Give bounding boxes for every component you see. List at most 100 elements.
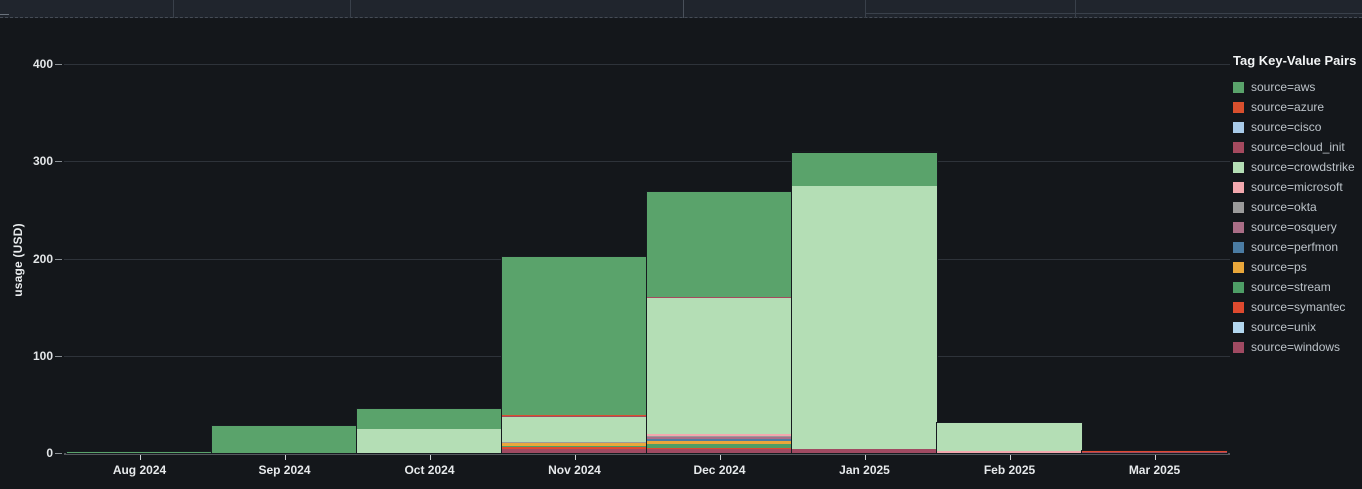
legend-label: source=osquery (1251, 220, 1337, 234)
bar-segment-aws[interactable] (792, 152, 937, 186)
bar-segment-windows[interactable] (792, 449, 937, 453)
legend-label: source=windows (1251, 340, 1341, 354)
legend-item-microsoft[interactable]: source=microsoft (1233, 177, 1361, 197)
bar-segment-cloud_init[interactable] (502, 415, 647, 417)
y-tick-mark (55, 258, 62, 260)
cropped-header-strip (0, 0, 1362, 18)
bar-segment-crowdstrike[interactable] (647, 298, 792, 434)
chart-legend: Tag Key-Value Pairs source=aws source=azu… (1233, 53, 1361, 357)
y-tick-mark (55, 355, 62, 357)
y-tick-label: 300 (32, 154, 53, 169)
bar-segment-azure[interactable] (502, 415, 647, 416)
bar-segment-symantec[interactable] (502, 447, 647, 450)
bar-segment-microsoft[interactable] (647, 433, 792, 436)
legend-item-stream[interactable]: source=stream (1233, 277, 1361, 297)
legend-swatch-icon (1233, 141, 1244, 153)
bar-segment-perfmon[interactable] (647, 439, 792, 442)
header-line (865, 13, 1362, 14)
bar-segment-aws[interactable] (502, 256, 647, 416)
legend-item-cisco[interactable]: source=cisco (1233, 117, 1361, 137)
legend-label: source=crowdstrike (1251, 160, 1355, 174)
bar-segment-crowdstrike[interactable] (937, 422, 1082, 452)
legend-swatch-icon (1233, 321, 1244, 333)
bar-segment-aws[interactable] (647, 192, 792, 297)
bar-segment-windows[interactable] (1082, 452, 1227, 453)
legend-swatch-icon (1233, 121, 1244, 133)
legend-title: Tag Key-Value Pairs (1233, 53, 1357, 68)
legend-item-unix[interactable]: source=unix (1233, 317, 1361, 337)
legend-label: source=ps (1251, 260, 1307, 274)
x-tick-mark (864, 455, 866, 460)
bar-segment-ps[interactable] (647, 441, 792, 445)
legend-swatch-icon (1233, 101, 1244, 113)
header-separator (173, 0, 174, 18)
bar-segment-aws[interactable] (212, 425, 357, 453)
bar-segment-osquery[interactable] (647, 437, 792, 440)
legend-item-perfmon[interactable]: source=perfmon (1233, 237, 1361, 257)
legend-label: source=azure (1251, 100, 1325, 114)
bar-segment-cloud_init[interactable] (647, 297, 792, 299)
legend-swatch-icon (1233, 241, 1244, 253)
bar-segment-aws[interactable] (357, 409, 502, 429)
y-gridline (64, 161, 1230, 163)
x-tick-label: Dec 2024 (693, 463, 746, 477)
legend-item-crowdstrike[interactable]: source=crowdstrike (1233, 157, 1361, 177)
stacked-bar-aug-2024[interactable] (67, 452, 212, 453)
bar-segment-okta[interactable] (647, 435, 792, 438)
x-tick-label: Feb 2025 (983, 463, 1036, 477)
x-tick-label: Jan 2025 (839, 463, 890, 477)
bar-segment-windows[interactable] (647, 449, 792, 453)
stacked-bar-feb-2025[interactable] (937, 422, 1082, 453)
legend-label: source=stream (1251, 280, 1331, 294)
stacked-bar-oct-2024[interactable] (357, 409, 502, 453)
bar-segment-windows[interactable] (502, 449, 647, 453)
bar-segment-ps[interactable] (502, 443, 647, 447)
legend-item-windows[interactable]: source=windows (1233, 337, 1361, 357)
y-tick-mark (55, 161, 62, 163)
bar-segment-microsoft[interactable] (937, 451, 1082, 453)
bar-segment-crowdstrike[interactable] (357, 428, 502, 453)
legend-swatch-icon (1233, 81, 1244, 93)
legend-label: source=aws (1251, 80, 1316, 94)
legend-item-osquery[interactable]: source=osquery (1233, 217, 1361, 237)
y-tick-mark (55, 453, 62, 454)
stacked-bar-sep-2024[interactable] (212, 425, 357, 453)
legend-swatch-icon (1233, 341, 1244, 353)
y-tick-mark (55, 64, 62, 65)
x-tick-mark (429, 455, 431, 460)
header-separator (350, 0, 351, 18)
stacked-bar-jan-2025[interactable] (792, 152, 937, 453)
legend-swatch-icon (1233, 261, 1244, 273)
x-tick-mark (1154, 455, 1156, 460)
bar-segment-aws[interactable] (67, 452, 212, 453)
stacked-bar-nov-2024[interactable] (502, 256, 647, 453)
bar-segment-stream[interactable] (647, 444, 792, 449)
legend-swatch-icon (1233, 181, 1244, 193)
legend-label: source=symantec (1251, 300, 1346, 314)
legend-item-cloud_init[interactable]: source=cloud_init (1233, 137, 1361, 157)
x-tick-mark (1009, 455, 1011, 460)
x-tick-mark (139, 455, 141, 460)
legend-item-aws[interactable]: source=aws (1233, 77, 1361, 97)
bar-segment-crowdstrike[interactable] (502, 416, 647, 442)
bar-segment-symantec[interactable] (647, 448, 792, 450)
bar-segment-azure[interactable] (647, 296, 792, 298)
legend-swatch-icon (1233, 281, 1244, 293)
y-tick-label: 0 (46, 446, 53, 460)
legend-item-symantec[interactable]: source=symantec (1233, 297, 1361, 317)
stacked-bar-dec-2024[interactable] (647, 192, 792, 453)
legend-item-ps[interactable]: source=ps (1233, 257, 1361, 277)
legend-label: source=unix (1251, 320, 1317, 334)
y-gridline (64, 64, 1230, 65)
x-tick-label: Aug 2024 (112, 463, 167, 477)
y-tick-label: 100 (32, 348, 53, 363)
bar-segment-crowdstrike[interactable] (792, 185, 937, 450)
bar-segment-stream[interactable] (502, 446, 647, 448)
stacked-bar-mar-2025[interactable] (1082, 451, 1227, 453)
legend-swatch-icon (1233, 161, 1244, 173)
legend-item-azure[interactable]: source=azure (1233, 97, 1361, 117)
legend-swatch-icon (1233, 201, 1244, 213)
bar-segment-symantec[interactable] (1082, 451, 1227, 453)
x-tick-mark (284, 455, 286, 460)
legend-item-okta[interactable]: source=okta (1233, 197, 1361, 217)
